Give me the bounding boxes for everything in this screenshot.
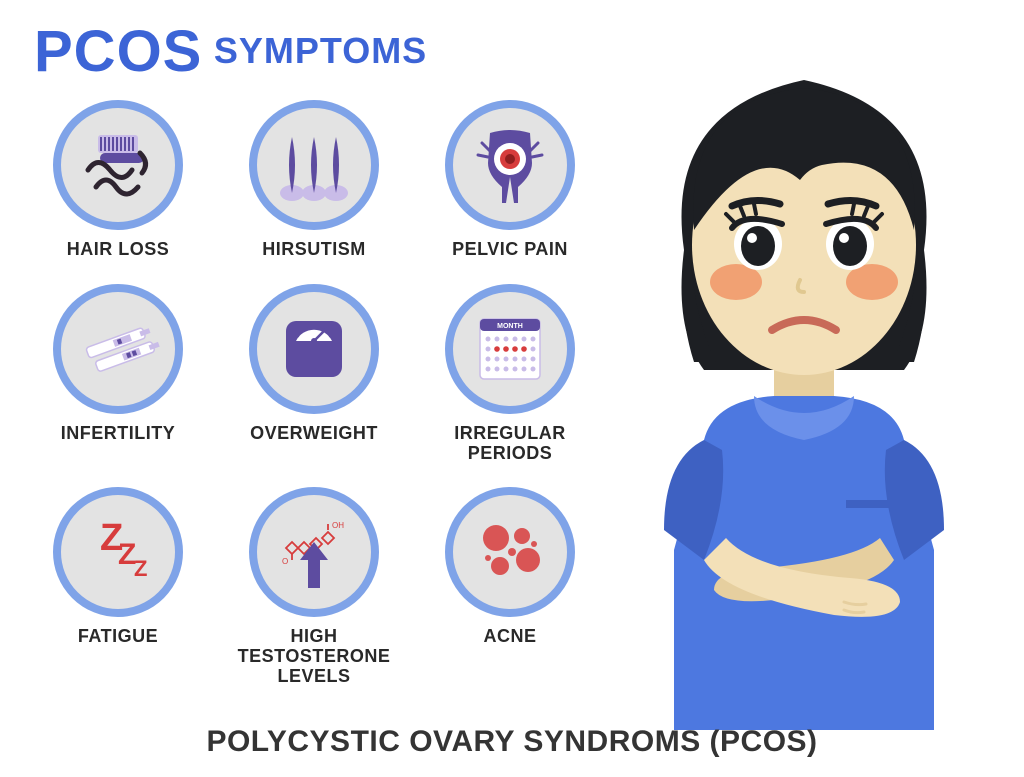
symptom-irregular-periods: MONTH IRREGULAR PERIODS <box>426 284 594 464</box>
page-title: PCOS SYMPTOMS <box>34 18 427 85</box>
acne-label: ACNE <box>483 627 536 647</box>
svg-text:Z: Z <box>134 556 147 581</box>
title-small: SYMPTOMS <box>214 30 427 71</box>
symptom-hair-loss: HAIR LOSS <box>34 100 202 260</box>
footer-caption: POLYCYSTIC OVARY SYNDROMS (PCOS) <box>0 725 1024 759</box>
irregular-periods-label: IRREGULAR PERIODS <box>454 424 566 464</box>
fatigue-label: FATIGUE <box>78 627 158 647</box>
acne-icon <box>445 487 575 617</box>
symptom-hirsutism: HIRSUTISM <box>230 100 398 260</box>
hirsutism-icon <box>249 100 379 230</box>
symptom-infertility: INFERTILITY <box>34 284 202 464</box>
symptom-pelvic-pain: PELVIC PAIN <box>426 100 594 260</box>
overweight-label: OVERWEIGHT <box>250 424 378 444</box>
high-testosterone-label: HIGH TESTOSTERONE LEVELS <box>230 627 398 686</box>
infertility-icon <box>53 284 183 414</box>
fatigue-icon: Z Z Z <box>53 487 183 617</box>
overweight-icon <box>249 284 379 414</box>
symptom-fatigue: Z Z Z FATIGUE <box>34 487 202 686</box>
high-testosterone-icon: OH O <box>249 487 379 617</box>
hirsutism-label: HIRSUTISM <box>262 240 366 260</box>
symptom-grid: HAIR LOSS HIRSUTISM PELVI <box>34 100 594 687</box>
pelvic-pain-label: PELVIC PAIN <box>452 240 568 260</box>
symptom-high-testosterone: OH O HIGH TESTOSTERONE LEVELS <box>230 487 398 686</box>
hair-loss-icon <box>53 100 183 230</box>
pelvic-pain-icon <box>445 100 575 230</box>
hair-loss-label: HAIR LOSS <box>67 240 170 260</box>
woman-illustration <box>594 30 1014 730</box>
svg-text:O: O <box>282 557 288 566</box>
irregular-periods-icon: MONTH <box>445 284 575 414</box>
svg-text:OH: OH <box>332 521 344 530</box>
symptom-acne: ACNE <box>426 487 594 686</box>
svg-text:MONTH: MONTH <box>497 323 523 330</box>
title-big: PCOS <box>34 19 202 84</box>
infertility-label: INFERTILITY <box>61 424 176 444</box>
symptom-overweight: OVERWEIGHT <box>230 284 398 464</box>
